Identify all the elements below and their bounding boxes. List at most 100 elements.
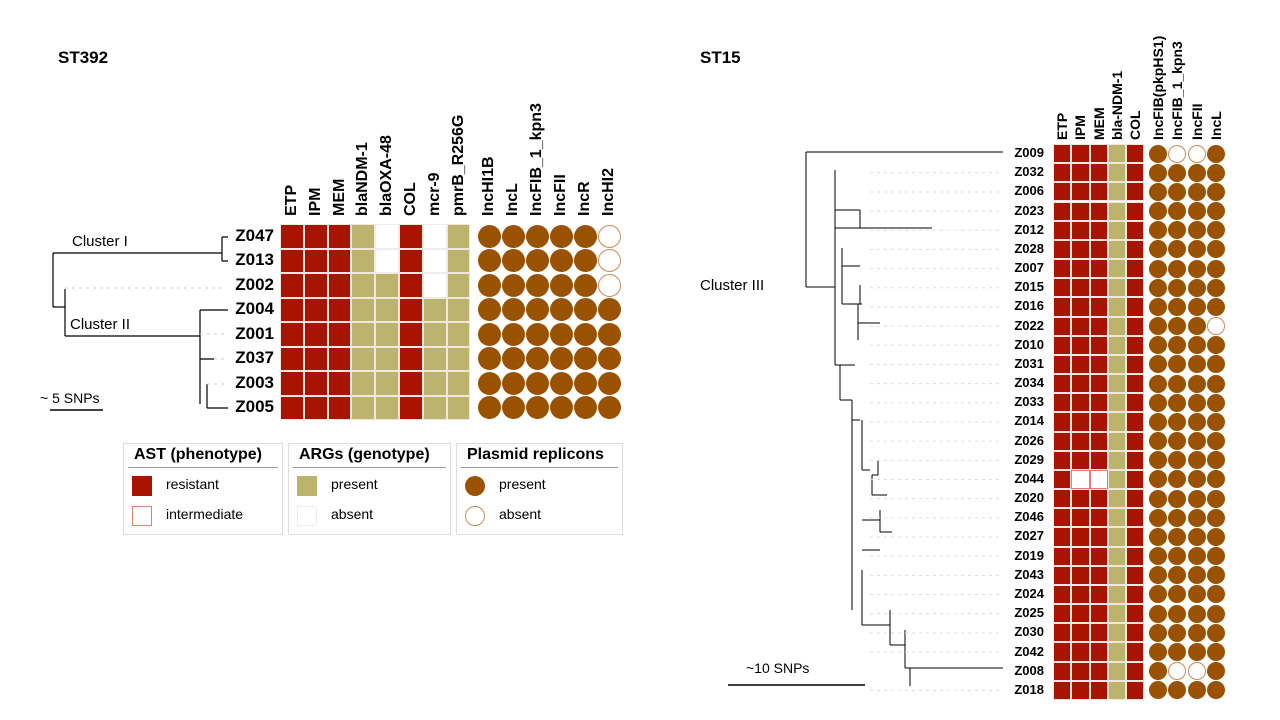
cell-present	[422, 346, 447, 371]
plasmid-present-dot	[1149, 317, 1167, 336]
plasmid-present-dot	[1187, 451, 1206, 470]
cell-intermediate	[1071, 469, 1090, 490]
plasmid-present-dot	[1149, 259, 1167, 278]
cell-present	[1107, 182, 1127, 202]
cell-resistant	[1071, 278, 1090, 298]
legend-item-absent: absent	[289, 498, 450, 528]
cell-resistant	[1053, 527, 1072, 547]
plasmid-present-dot	[501, 347, 525, 371]
plasmid-present-dot	[1206, 508, 1225, 527]
st15-scale-label: ~10 SNPs	[746, 660, 810, 676]
plasmid-present-dot	[525, 249, 549, 273]
cell-resistant	[1089, 546, 1108, 566]
cell-present	[375, 322, 399, 347]
cell-resistant	[280, 395, 304, 420]
plasmid-present-dot	[1168, 432, 1187, 451]
cell-resistant	[1089, 489, 1108, 509]
legend-item-resistant: resistant	[124, 468, 282, 498]
cell-resistant	[1126, 584, 1145, 605]
cell-present	[1107, 508, 1127, 528]
plasmid-present-dot	[1187, 432, 1206, 451]
cell-present	[351, 297, 376, 322]
cell-resistant	[1053, 642, 1072, 662]
cell-resistant	[1089, 584, 1108, 605]
column-header: MEM	[330, 178, 348, 216]
plasmid-present-dot	[501, 396, 525, 420]
plasmid-present-dot	[1149, 489, 1167, 508]
plasmid-present-dot	[1168, 278, 1187, 297]
isolate-label: Z008	[1014, 662, 1044, 678]
cell-present	[446, 346, 471, 371]
plasmid-present-dot	[1168, 393, 1187, 412]
cell-present	[1107, 278, 1127, 298]
plasmid-present-dot	[477, 396, 501, 420]
cell-present	[351, 371, 376, 396]
plasmid-absent-dot	[1168, 662, 1187, 681]
plasmid-present-dot	[1206, 547, 1225, 566]
cell-resistant	[1071, 201, 1090, 221]
cell-resistant	[1053, 220, 1072, 240]
plasmid-present-dot	[1168, 508, 1187, 527]
cell-resistant	[1071, 546, 1090, 566]
cell-resistant	[327, 248, 352, 273]
plasmid-present-dot	[477, 273, 501, 297]
plasmid-present-dot	[1149, 163, 1167, 182]
plasmid-present-dot	[477, 249, 501, 273]
cell-resistant	[1089, 680, 1108, 700]
cell-resistant	[1053, 565, 1072, 585]
isolate-label: Z043	[1014, 566, 1044, 582]
cell-present	[1107, 259, 1127, 279]
cell-present	[1107, 546, 1127, 566]
plasmid-present-dot	[477, 322, 501, 346]
cell-resistant	[327, 273, 352, 298]
cell-resistant	[1126, 680, 1145, 700]
plasmid-present-dot	[1187, 470, 1206, 489]
cell-resistant	[1126, 201, 1145, 221]
cell-resistant	[1053, 431, 1072, 451]
cell-resistant	[1071, 508, 1090, 528]
cell-present	[1107, 374, 1127, 394]
cell-resistant	[1126, 508, 1145, 528]
plasmid-present-dot	[1187, 297, 1206, 316]
plasmid-present-dot	[1168, 681, 1187, 700]
cell-resistant	[1053, 239, 1072, 259]
cell-resistant	[1089, 259, 1108, 279]
cell-resistant	[1053, 680, 1072, 700]
plasmid-present-dot	[501, 273, 525, 297]
plasmid-present-dot	[1149, 278, 1167, 297]
cell-resistant	[327, 224, 352, 249]
legend-item-intermediate: intermediate	[124, 498, 282, 528]
cell-present	[1107, 412, 1127, 432]
plasmid-present-dot	[1149, 508, 1167, 527]
cell-resistant	[1089, 239, 1108, 259]
cell-resistant	[303, 322, 328, 347]
cell-resistant	[1089, 335, 1108, 355]
plasmid-present-dot	[525, 371, 549, 395]
plasmid-present-dot	[1206, 681, 1225, 700]
plasmid-present-dot	[1206, 585, 1225, 604]
cell-present	[1107, 565, 1127, 585]
isolate-label: Z007	[1014, 260, 1044, 276]
plasmid-present-dot	[477, 371, 501, 395]
cell-resistant	[1126, 623, 1145, 643]
plasmid-present-dot	[1187, 566, 1206, 585]
cell-resistant	[1126, 374, 1145, 394]
plasmid-present-dot	[549, 224, 573, 248]
cluster-i-label: Cluster I	[72, 233, 128, 250]
legend-plasmid: Plasmid replicons present absent	[456, 443, 623, 535]
plasmid-column-header: IncFIB_1_kpn3	[528, 103, 545, 216]
plasmid-present-dot	[477, 347, 501, 371]
cell-present	[446, 248, 471, 273]
cell-resistant	[1089, 642, 1108, 662]
cell-resistant	[1126, 239, 1145, 259]
column-header: COL	[401, 182, 419, 216]
plasmid-present-dot	[1168, 547, 1187, 566]
cell-resistant	[303, 224, 328, 249]
plasmid-present-dot	[1206, 393, 1225, 412]
cell-intermediate	[1089, 469, 1108, 490]
cell-present	[1107, 220, 1127, 240]
cell-absent	[422, 224, 447, 249]
plasmid-present-dot	[1187, 336, 1206, 355]
plasmid-present-dot	[1187, 585, 1206, 604]
plasmid-present-dot	[549, 273, 573, 297]
